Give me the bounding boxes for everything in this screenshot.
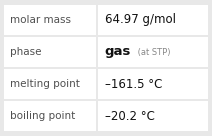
Bar — [98, 101, 208, 131]
Bar — [98, 37, 208, 67]
Text: phase: phase — [10, 47, 42, 57]
Bar — [98, 69, 208, 99]
Text: (at STP): (at STP) — [135, 47, 171, 56]
Text: –161.5 °C: –161.5 °C — [105, 78, 162, 90]
Text: 64.97 g/mol: 64.97 g/mol — [105, 13, 176, 27]
Bar — [98, 5, 208, 35]
Text: gas: gas — [105, 46, 131, 58]
Text: melting point: melting point — [10, 79, 80, 89]
Text: molar mass: molar mass — [10, 15, 71, 25]
Text: boiling point: boiling point — [10, 111, 75, 121]
Bar — [4, 5, 96, 35]
Text: –20.2 °C: –20.2 °C — [105, 109, 155, 123]
Bar — [4, 101, 96, 131]
Bar — [4, 37, 96, 67]
Bar — [4, 69, 96, 99]
